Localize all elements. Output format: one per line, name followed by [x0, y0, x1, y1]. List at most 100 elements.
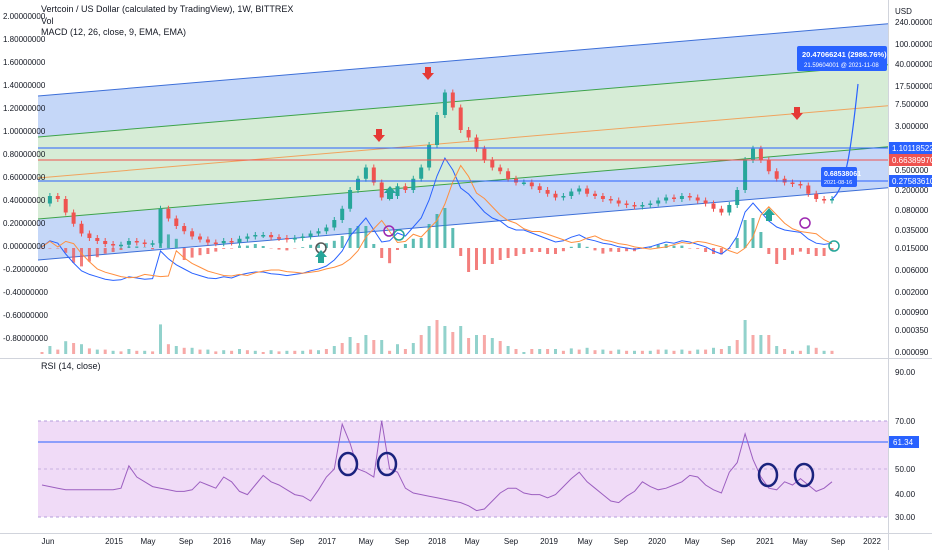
- arrow-shaft: [766, 215, 772, 221]
- candle-body: [79, 223, 84, 234]
- candle-body: [71, 212, 76, 224]
- candle-body: [830, 199, 834, 201]
- volume-bar: [648, 350, 652, 354]
- volume-bar: [585, 347, 589, 354]
- volume-bar: [498, 341, 502, 354]
- right-price-tick-label: 0.000350: [895, 326, 929, 335]
- volume-bar: [475, 335, 478, 354]
- macd-histogram-bar: [277, 248, 281, 250]
- candle-body: [229, 241, 234, 243]
- rsi-pane: [41, 420, 833, 512]
- rsi-tick-label: 70.00: [895, 417, 916, 426]
- macd-histogram-bar: [111, 248, 115, 252]
- candle-body: [103, 241, 108, 244]
- candle-body: [672, 197, 676, 199]
- macd-histogram-bar: [696, 248, 700, 249]
- macd-histogram-bar: [190, 248, 194, 258]
- macd-histogram-bar: [593, 248, 597, 251]
- overlay-lines: [38, 83, 888, 443]
- rsi-level-badge-label: 61.34: [893, 438, 914, 447]
- right-price-tick-label: 0.000090: [895, 348, 929, 357]
- macd-histogram-bar: [230, 248, 234, 249]
- volume-bar: [640, 350, 644, 354]
- macd-histogram-bar: [119, 248, 123, 250]
- volume-bar: [759, 335, 763, 354]
- volume-bar: [80, 344, 83, 354]
- time-tick-label: Sep: [614, 537, 629, 546]
- candle-body: [442, 92, 447, 115]
- candle-body: [521, 182, 526, 184]
- arrow-head: [384, 186, 396, 193]
- macd-histogram-bar: [198, 248, 202, 256]
- rsi-tick-label: 50.00: [895, 465, 916, 474]
- candle-body: [308, 233, 313, 237]
- volume-bar: [735, 340, 739, 354]
- arrow-head: [315, 250, 327, 257]
- volume-bar: [103, 349, 107, 354]
- candle-body: [751, 148, 755, 160]
- price-level-badge: [889, 154, 932, 166]
- right-price-tick-label: 0.000900: [895, 308, 929, 317]
- candle-body: [332, 220, 337, 228]
- candle-body: [814, 193, 819, 199]
- time-tick-label: Sep: [721, 537, 736, 546]
- volume-bar: [253, 350, 257, 354]
- volume-bar: [609, 350, 613, 354]
- volume-bar: [625, 350, 629, 354]
- time-tick-label: Sep: [179, 537, 194, 546]
- right-price-tick-label: 0.500000: [895, 166, 929, 175]
- candle-body: [648, 203, 653, 205]
- macd-histogram-bar: [324, 243, 328, 248]
- candle-body: [711, 203, 716, 209]
- candle-body: [790, 182, 795, 184]
- volume-bar: [159, 324, 162, 354]
- time-tick-label: Sep: [831, 537, 846, 546]
- volume-bar: [174, 346, 178, 354]
- volume-bar: [293, 350, 297, 354]
- macd-histogram-bar: [554, 248, 557, 254]
- volume-bar: [435, 320, 439, 354]
- candle-body: [506, 171, 511, 179]
- candle-body: [656, 200, 661, 204]
- macd-histogram-bar: [253, 244, 257, 248]
- macd-histogram-bar: [617, 248, 621, 252]
- macd-cross-circle: [828, 240, 840, 252]
- arrow-head: [763, 208, 775, 215]
- volume-bar: [411, 343, 415, 354]
- volume-bar: [324, 349, 328, 354]
- candle-body: [198, 236, 202, 240]
- price-level-badge: [889, 175, 932, 187]
- time-tick-label: May: [358, 537, 373, 546]
- right-price-tick-label: 17.500000: [895, 82, 932, 91]
- arrow-shaft: [794, 107, 800, 113]
- candle-body: [450, 92, 455, 108]
- current-annotation-line2: 2021-08-16: [824, 180, 852, 186]
- candle-body: [316, 231, 321, 234]
- arrow-shaft: [318, 257, 324, 263]
- right-price-tick-label: 7.500000: [895, 100, 929, 109]
- macd-histogram-bar: [40, 248, 44, 249]
- candle-body: [119, 244, 123, 247]
- left-price-tick-label: 0.60000000: [3, 173, 46, 182]
- right-price-tick-label: 0.035000: [895, 226, 929, 235]
- rsi-divergence-circle: [376, 451, 398, 477]
- chart-title: Vertcoin / US Dollar (calculated by Trad…: [41, 4, 293, 15]
- volume-bar: [490, 338, 494, 354]
- macd-histogram-bar: [340, 236, 344, 248]
- rsi-tick-label: 30.00: [895, 513, 916, 522]
- macd-histogram-bar: [467, 248, 471, 272]
- vol-legend: Vol: [41, 16, 54, 27]
- candle-body: [182, 226, 187, 232]
- time-tick-label: May: [577, 537, 592, 546]
- candle-body: [277, 237, 281, 239]
- candle-body: [664, 197, 669, 201]
- arrow-head: [422, 73, 434, 80]
- time-tick-label: Jun: [42, 537, 55, 546]
- candle-body: [774, 171, 779, 179]
- candle-body: [545, 190, 550, 194]
- candle-body: [134, 241, 139, 243]
- volume-bar: [95, 349, 99, 354]
- volume-bar: [198, 349, 202, 354]
- macd-histogram-bar: [151, 248, 155, 250]
- macd-pane: [40, 156, 834, 281]
